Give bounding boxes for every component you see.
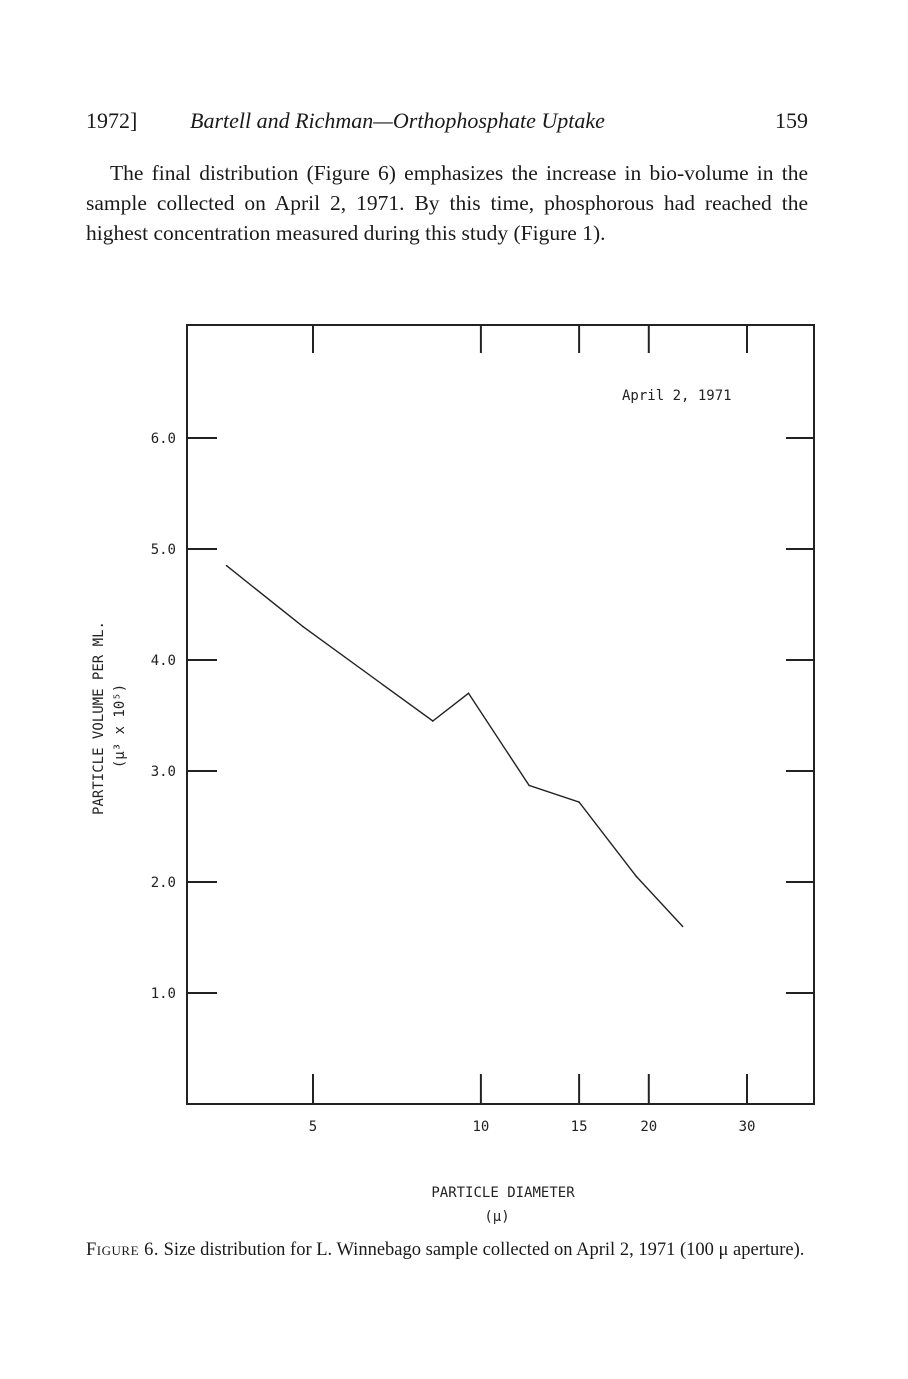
x-tick-label: 5	[309, 1119, 317, 1135]
y-axis-ticks: 1.0 2.0 3.0 4.0 5.0 6.0	[151, 431, 814, 1002]
x-tick-label: 30	[739, 1119, 756, 1135]
data-point	[302, 625, 304, 628]
x-tick-label: 15	[571, 1119, 588, 1135]
y-tick-label: 6.0	[151, 431, 176, 447]
plot-border	[186, 324, 815, 1105]
header-year: 1972]	[86, 108, 138, 133]
page-number: 159	[775, 108, 808, 133]
x-axis-ticks: 5 10 15 20 30	[309, 325, 756, 1135]
y-axis-label: PARTICLE VOLUME PER ML.	[91, 621, 107, 815]
x-axis-unit: (μ)	[484, 1209, 509, 1225]
series-group	[225, 564, 684, 928]
data-point	[225, 564, 228, 567]
x-tick-label: 10	[472, 1119, 489, 1135]
data-point	[635, 875, 638, 878]
body-paragraph: The final distribution (Figure 6) emphas…	[86, 161, 808, 245]
particle-volume-chart: 5 10 15 20 30 1.0 2.0 3.0 4.0 5.0 6.0 April 2, 19…	[91, 324, 815, 1225]
y-tick-label: 3.0	[151, 764, 176, 780]
x-axis-label: PARTICLE DIAMETER	[431, 1185, 575, 1201]
y-tick-label: 2.0	[151, 875, 176, 891]
y-tick-label: 1.0	[151, 986, 176, 1002]
data-point	[467, 692, 470, 695]
chart-annotation: April 2, 1971	[622, 388, 732, 404]
figure-label: Figure 6.	[86, 1240, 160, 1260]
x-tick-label: 20	[640, 1119, 657, 1135]
y-axis-unit: (μ³ x 10⁵)	[112, 684, 128, 768]
running-head: 1972] Bartell and Richman—Orthophosphate…	[86, 108, 808, 138]
y-tick-label: 4.0	[151, 653, 176, 669]
data-point	[578, 801, 580, 803]
data-point	[528, 784, 530, 787]
header-title: Bartell and Richman—Orthophosphate Uptak…	[190, 108, 605, 133]
data-point	[681, 925, 684, 928]
data-point	[432, 720, 434, 722]
figure-caption: Figure 6. Size distribution for L. Winne…	[86, 1238, 818, 1262]
y-tick-label: 5.0	[151, 542, 176, 558]
caption-text: Size distribution for L. Winnebago sampl…	[163, 1240, 805, 1260]
series-line	[226, 565, 684, 927]
plot-frame	[186, 324, 815, 1105]
